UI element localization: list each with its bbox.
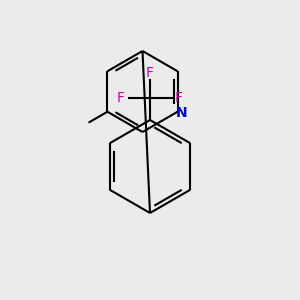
Text: N: N	[176, 106, 187, 120]
Text: F: F	[146, 66, 154, 80]
Text: F: F	[117, 91, 125, 104]
Text: F: F	[175, 91, 183, 104]
